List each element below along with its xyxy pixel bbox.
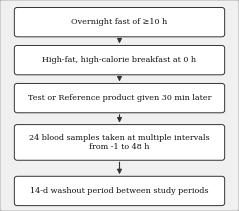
Text: 14-d washout period between study periods: 14-d washout period between study period… bbox=[30, 187, 209, 195]
FancyBboxPatch shape bbox=[14, 46, 225, 75]
FancyBboxPatch shape bbox=[14, 176, 225, 206]
Text: 24 blood samples taken at multiple intervals
from -1 to 48 h: 24 blood samples taken at multiple inter… bbox=[29, 134, 210, 151]
FancyBboxPatch shape bbox=[14, 83, 225, 113]
Text: Overnight fast of ≥10 h: Overnight fast of ≥10 h bbox=[71, 18, 168, 26]
FancyBboxPatch shape bbox=[14, 7, 225, 37]
FancyBboxPatch shape bbox=[14, 124, 225, 160]
Text: Test or Reference product given 30 min later: Test or Reference product given 30 min l… bbox=[28, 94, 211, 102]
Text: High-fat, high-calorie breakfast at 0 h: High-fat, high-calorie breakfast at 0 h bbox=[43, 56, 196, 64]
